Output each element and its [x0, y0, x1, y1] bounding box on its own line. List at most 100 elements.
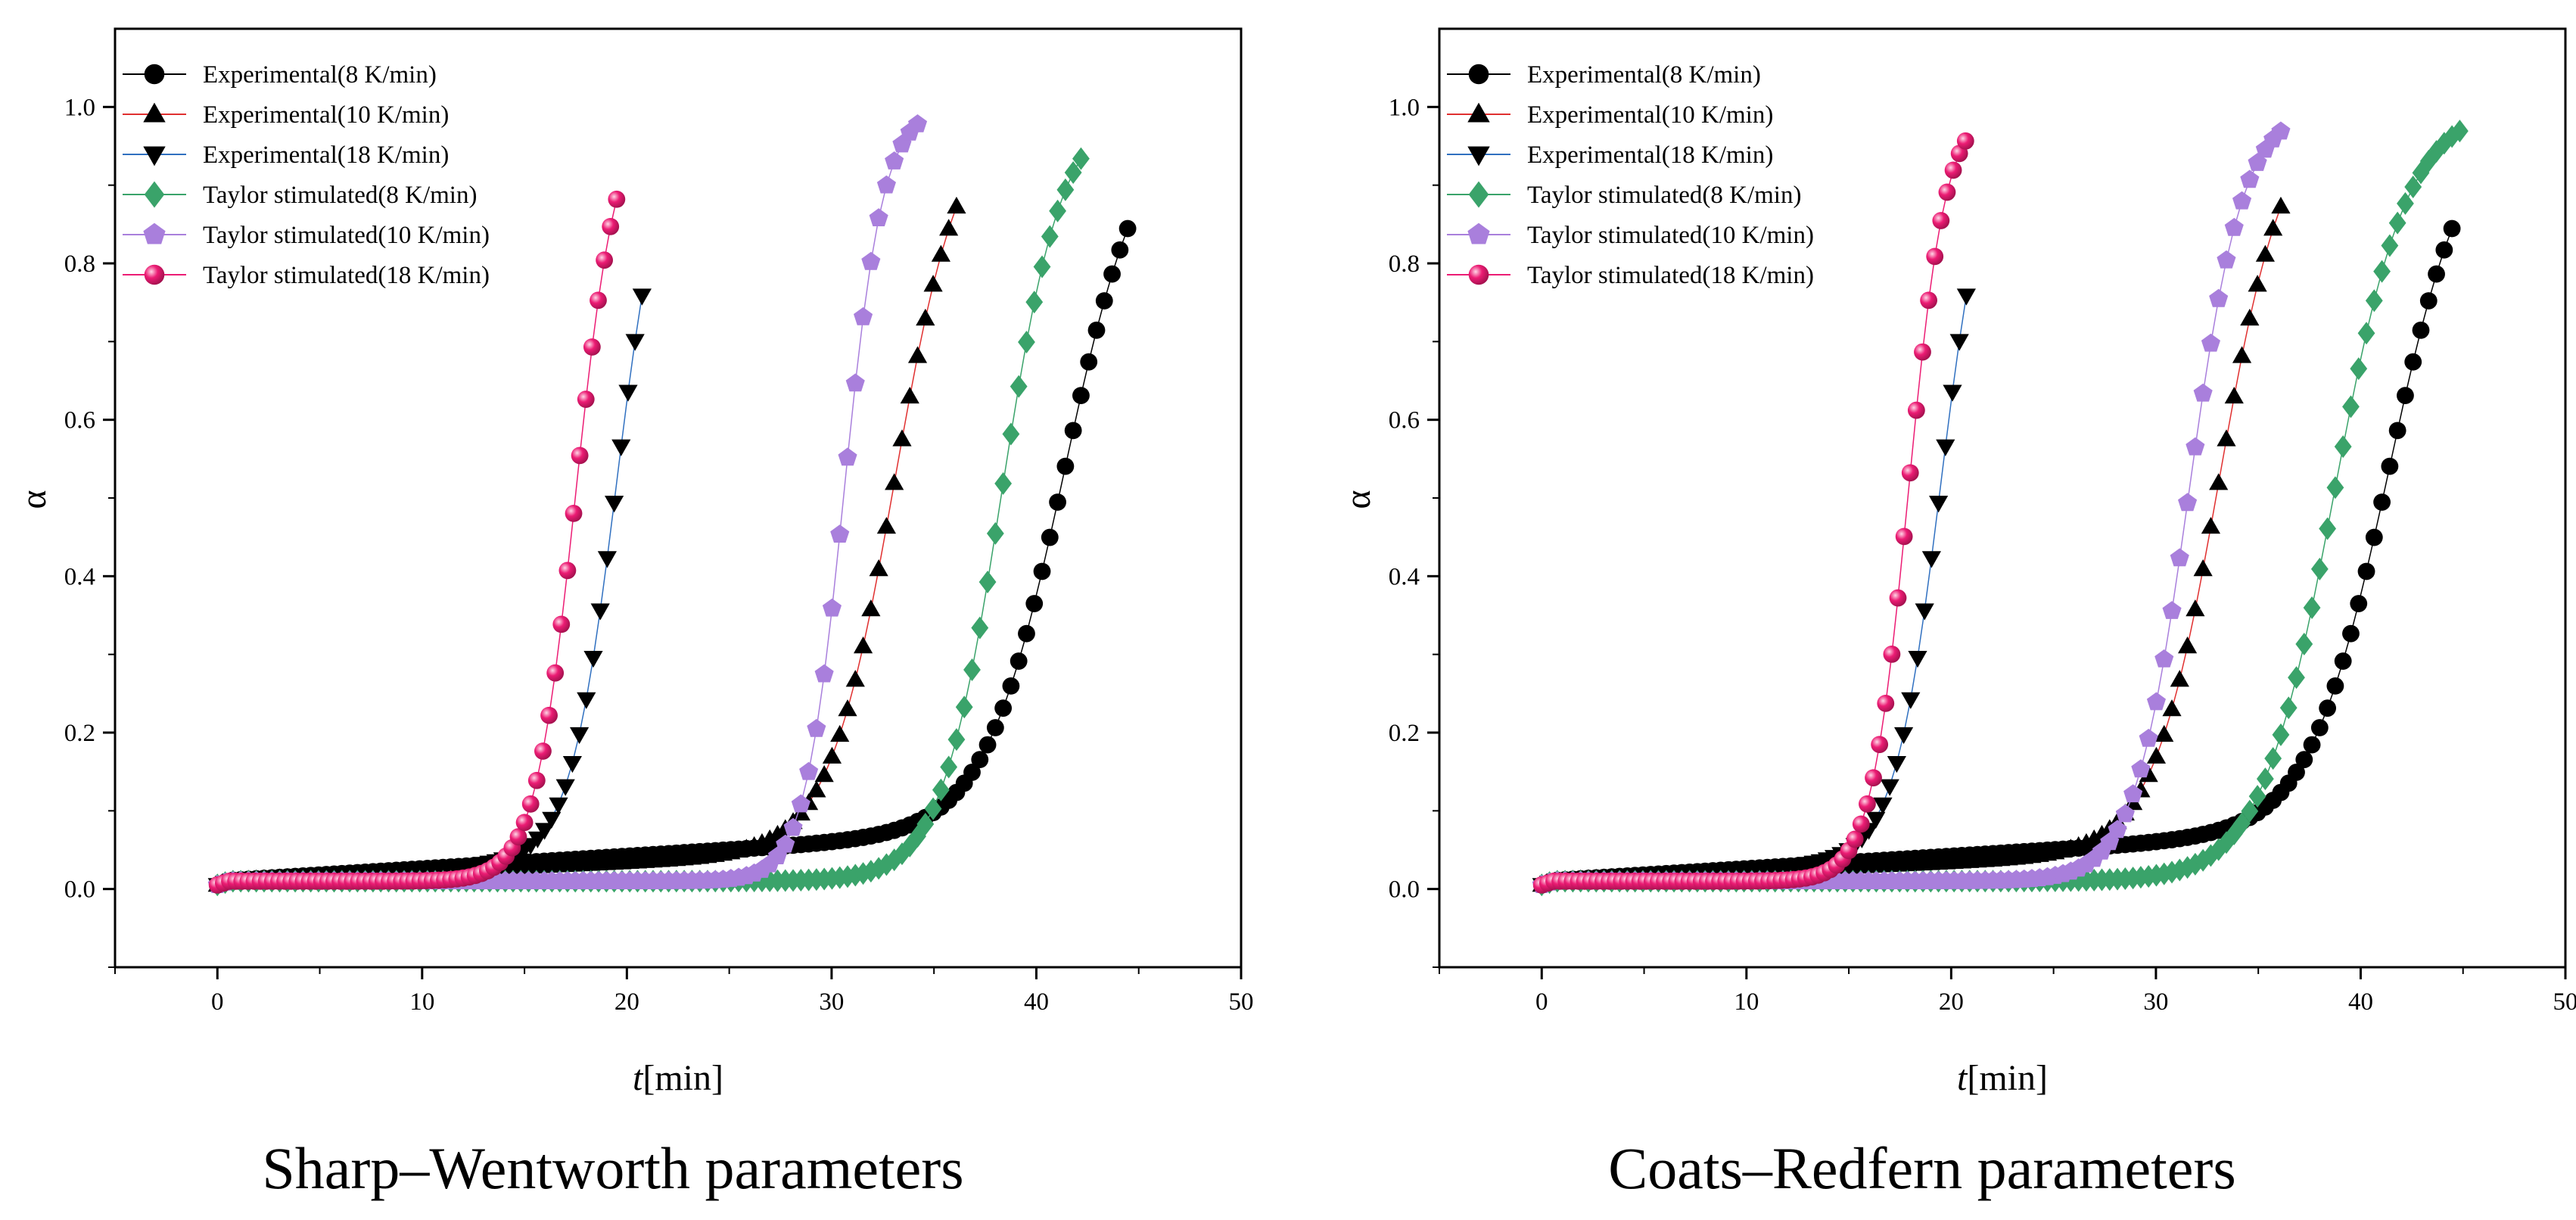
- x-tick-label: 0: [1535, 988, 1548, 1016]
- data-point: [830, 524, 850, 543]
- data-point: [1928, 496, 1949, 513]
- data-point: [939, 219, 959, 236]
- data-point: [1846, 830, 1864, 848]
- data-point: [2177, 636, 2198, 654]
- data-point: [854, 307, 873, 325]
- series-0: [208, 219, 1137, 894]
- series-5: [208, 190, 626, 894]
- legend-marker: [1467, 223, 1490, 244]
- x-tick-label: 0: [211, 988, 224, 1016]
- legend-marker: [143, 223, 166, 244]
- data-point: [909, 825, 926, 848]
- series-line: [1542, 206, 2282, 886]
- data-point: [2295, 751, 2313, 769]
- data-point: [583, 651, 603, 668]
- data-point: [1064, 422, 1082, 440]
- x-axis-label: t[min]: [633, 1058, 723, 1098]
- data-point: [2342, 395, 2360, 419]
- data-point: [2326, 677, 2344, 695]
- plot-frame: [1438, 27, 2567, 969]
- data-point: [1943, 384, 1962, 402]
- data-point: [861, 599, 881, 617]
- data-point: [799, 761, 819, 780]
- data-point: [2241, 799, 2259, 823]
- data-point: [1908, 651, 1927, 668]
- data-point: [947, 196, 966, 214]
- data-point: [760, 829, 779, 847]
- data-point: [1956, 132, 1974, 150]
- data-point: [2450, 120, 2469, 143]
- data-point: [1064, 160, 1082, 184]
- data-point: [2224, 217, 2244, 236]
- data-point: [869, 208, 888, 226]
- data-point: [611, 439, 631, 456]
- data-point: [1866, 811, 1886, 829]
- legend-marker: [143, 102, 166, 123]
- legend-label: Experimental(18 K/min): [1527, 142, 1773, 169]
- data-point: [604, 496, 624, 513]
- data-point: [838, 699, 857, 717]
- data-point: [955, 696, 973, 719]
- data-point: [2248, 785, 2266, 808]
- data-point: [1025, 291, 1044, 314]
- data-point: [1920, 291, 1938, 310]
- data-point: [2240, 170, 2260, 188]
- chart-panel-coats-redfern: 0 10 20 30 40 50 0.0 0.2 0.4 0.6 0.8 1.0 Experiment…: [1338, 27, 2576, 1201]
- legend-marker: [1467, 146, 1490, 167]
- data-point: [2435, 241, 2453, 259]
- data-point: [963, 764, 981, 781]
- x-tick-label: 10: [1734, 988, 1759, 1016]
- data-point: [2154, 649, 2174, 668]
- legend-label: Taylor stimulated(8 K/min): [203, 182, 477, 209]
- data-point: [2350, 357, 2368, 381]
- data-point: [1901, 464, 1919, 482]
- data-point: [971, 751, 989, 769]
- data-point: [1010, 652, 1028, 670]
- data-point: [1103, 265, 1121, 283]
- data-point: [577, 692, 596, 709]
- data-point: [830, 724, 850, 742]
- x-tick-label: 30: [2143, 988, 2168, 1016]
- data-point: [932, 778, 950, 801]
- data-point: [1049, 493, 1066, 511]
- series-2: [1532, 288, 1976, 895]
- caption-coats-redfern: Coats–Redfern parameters: [1608, 1135, 2236, 1201]
- data-point: [783, 817, 803, 836]
- data-point: [2193, 383, 2213, 402]
- data-point: [1072, 387, 1090, 405]
- data-point: [2310, 557, 2329, 580]
- data-point: [963, 658, 981, 682]
- data-point: [2381, 234, 2399, 257]
- data-point: [2357, 322, 2375, 345]
- data-point: [2326, 476, 2344, 500]
- data-point: [1883, 646, 1901, 663]
- data-point: [618, 384, 638, 402]
- data-point: [632, 288, 652, 306]
- data-point: [1901, 692, 1921, 709]
- data-point: [2288, 764, 2305, 781]
- data-point: [845, 670, 865, 687]
- data-point: [908, 114, 928, 132]
- data-point: [1018, 331, 1035, 354]
- data-point: [2319, 517, 2337, 540]
- data-point: [608, 190, 626, 208]
- data-point: [569, 727, 590, 745]
- data-point: [2193, 559, 2213, 577]
- data-point: [1949, 334, 1969, 351]
- data-point: [1944, 161, 1962, 179]
- data-point: [822, 746, 842, 764]
- data-point: [1938, 183, 1956, 201]
- data-point: [2240, 308, 2260, 326]
- data-point: [527, 771, 546, 789]
- data-point: [1010, 375, 1028, 398]
- legend-marker: [1468, 64, 1489, 85]
- data-point: [2170, 670, 2189, 687]
- data-point: [1926, 247, 1944, 266]
- data-point: [971, 616, 989, 640]
- data-point: [2201, 516, 2221, 534]
- data-point: [893, 842, 911, 866]
- data-point: [1087, 321, 1106, 339]
- data-point: [2373, 493, 2391, 511]
- data-point: [2428, 265, 2445, 283]
- data-point: [2272, 723, 2290, 746]
